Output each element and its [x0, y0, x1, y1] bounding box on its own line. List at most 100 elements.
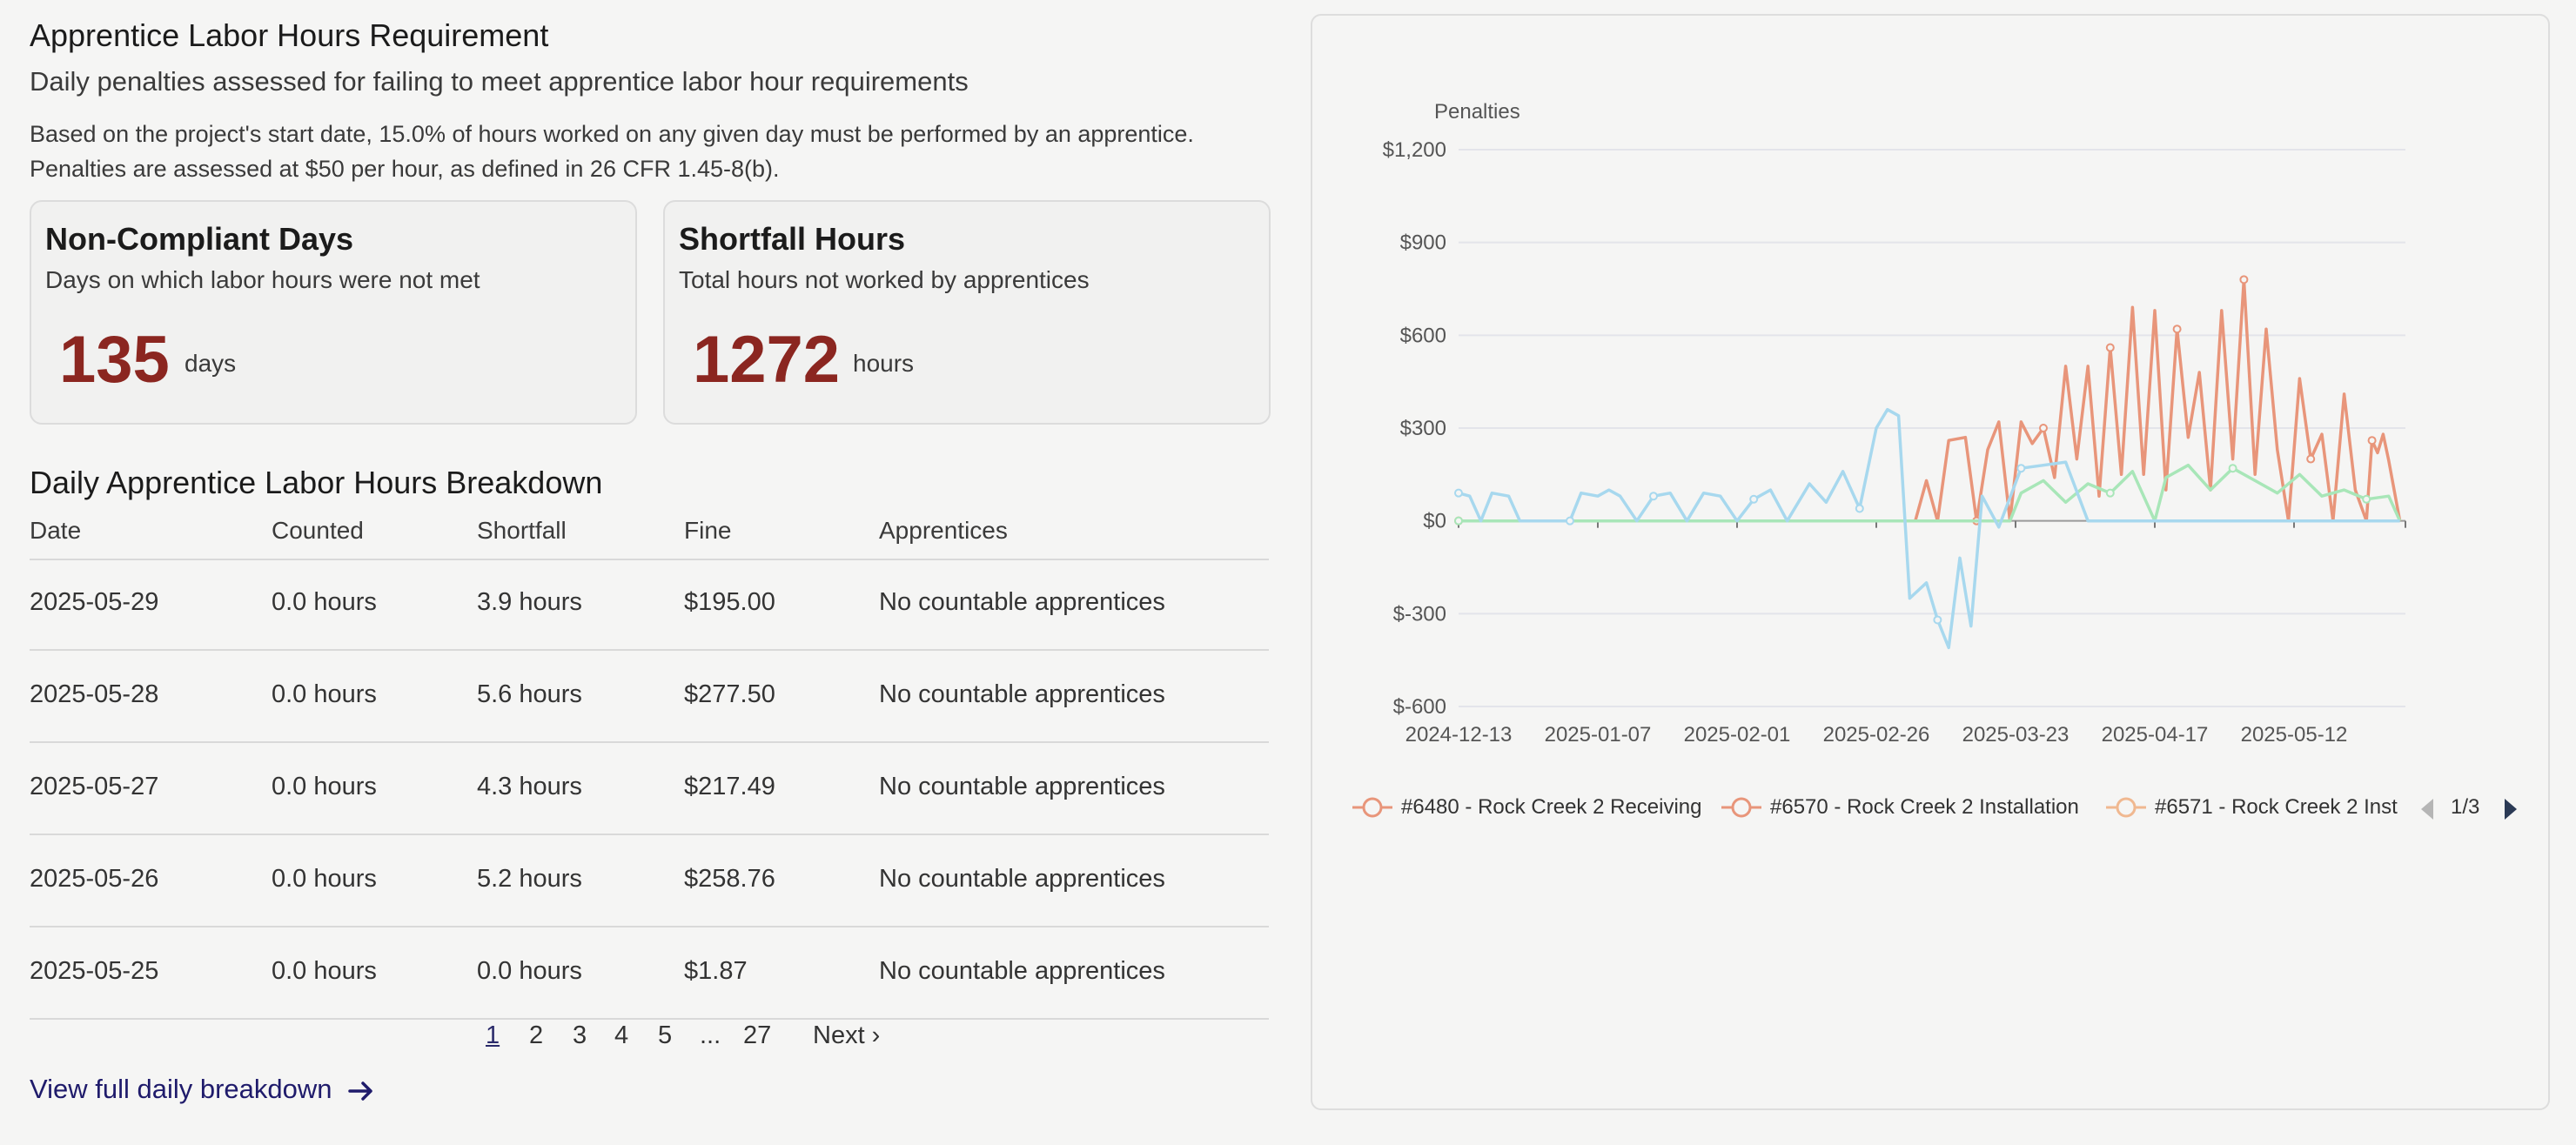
cell-counted: 0.0 hours	[272, 957, 377, 985]
x-tick-label: 2025-04-17	[2102, 723, 2209, 747]
data-point	[2362, 494, 2371, 504]
data-point	[2306, 454, 2316, 464]
cell-shortfall: 3.9 hours	[477, 588, 582, 616]
card-subtitle: Days on which labor hours were not met	[45, 266, 480, 293]
table-row: 2025-05-28 0.0 hours 5.6 hours $277.50 N…	[30, 651, 1269, 743]
y-tick-label: $0	[1423, 510, 1446, 533]
data-point	[2239, 275, 2249, 285]
page-title: Apprentice Labor Hours Requirement	[30, 17, 549, 53]
cell-fine: $1.87	[684, 957, 748, 985]
column-header-shortfall: Shortfall	[477, 517, 567, 544]
chart-legend: #6480 - Rock Creek 2 Receiving #6570 - R…	[1351, 790, 2534, 825]
table-body: 2025-05-29 0.0 hours 3.9 hours $195.00 N…	[30, 559, 1269, 1020]
legend-line-marker-icon	[1721, 797, 1761, 818]
triangle-right-icon[interactable]	[2501, 797, 2520, 821]
y-tick-label: $900	[1400, 231, 1446, 255]
noncompliant-days-value: 135	[59, 323, 170, 397]
cell-fine: $195.00	[684, 588, 775, 616]
card-title: Non-Compliant Days	[45, 221, 354, 257]
y-tick-label: $1,200	[1383, 138, 1446, 162]
card-unit: hours	[853, 350, 915, 377]
cell-date: 2025-05-29	[30, 588, 159, 616]
cell-apprentices: No countable apprentices	[879, 588, 1165, 616]
shortfall-hours-value: 1272	[693, 323, 841, 397]
legend-label: #6570 - Rock Creek 2 Installation	[1770, 795, 2079, 819]
next-page-link[interactable]: Next ›	[813, 1021, 881, 1049]
x-tick-label: 2025-01-07	[1545, 723, 1652, 747]
data-point	[1454, 488, 1463, 498]
x-tick-label: 2024-12-13	[1405, 723, 1513, 747]
view-full-breakdown-label: View full daily breakdown	[30, 1074, 332, 1104]
data-point	[1454, 516, 1463, 526]
series-line-1	[1459, 463, 2402, 523]
cell-shortfall: 5.2 hours	[477, 865, 582, 893]
y-tick-label: $-600	[1393, 695, 1446, 719]
cell-counted: 0.0 hours	[272, 680, 377, 708]
arrow-right-icon	[348, 1081, 372, 1101]
data-point	[2367, 436, 2377, 445]
data-point	[2172, 325, 2182, 334]
data-point	[2228, 464, 2237, 473]
x-tick-label: 2025-03-23	[1962, 723, 2070, 747]
column-header-counted: Counted	[272, 517, 364, 544]
card-subtitle: Total hours not worked by apprentices	[679, 266, 1090, 293]
data-point	[2105, 488, 2115, 498]
table-row: 2025-05-29 0.0 hours 3.9 hours $195.00 N…	[30, 559, 1269, 651]
cell-shortfall: 4.3 hours	[477, 773, 582, 800]
page-link-1[interactable]: 1	[486, 1021, 500, 1049]
pagination-ellipsis: ...	[700, 1021, 721, 1049]
legend-line-marker-icon	[1352, 797, 1392, 818]
penalties-line-chart: Penalties $1,200 $900 $600 $300 $0 $-300 $-600 2…	[1383, 100, 2406, 747]
noncompliant-days-card: Non-Compliant Days Days on which labor h…	[30, 200, 637, 425]
data-point	[2039, 424, 2048, 432]
cell-counted: 0.0 hours	[272, 773, 377, 800]
cell-apprentices: No countable apprentices	[879, 957, 1165, 985]
table-title: Daily Apprentice Labor Hours Breakdown	[30, 465, 603, 500]
legend-page-indicator: 1/3	[2451, 795, 2480, 819]
cell-apprentices: No countable apprentices	[879, 865, 1165, 893]
cell-fine: $277.50	[684, 680, 775, 708]
page-link-4[interactable]: 4	[614, 1021, 629, 1049]
y-tick-label: $300	[1400, 417, 1446, 440]
triangle-left-icon[interactable]	[2418, 797, 2437, 821]
cell-shortfall: 0.0 hours	[477, 957, 582, 985]
card-title: Shortfall Hours	[679, 221, 906, 257]
table-row: 2025-05-25 0.0 hours 0.0 hours $1.87 No …	[30, 927, 1269, 1020]
y-tick-label: $-300	[1393, 602, 1446, 626]
x-tick-label: 2025-05-12	[2241, 723, 2348, 747]
legend-label: #6480 - Rock Creek 2 Receiving	[1401, 795, 1702, 819]
column-header-fine: Fine	[684, 517, 732, 544]
data-point	[2105, 343, 2115, 352]
page-link-5[interactable]: 5	[658, 1021, 673, 1049]
y-axis-title: Penalties	[1434, 100, 1520, 124]
data-point	[1649, 492, 1658, 501]
cell-date: 2025-05-27	[30, 773, 159, 800]
x-tick-label: 2025-02-26	[1823, 723, 1930, 747]
x-tick-label: 2025-02-01	[1684, 723, 1791, 747]
cell-apprentices: No countable apprentices	[879, 680, 1165, 708]
table-row: 2025-05-27 0.0 hours 4.3 hours $217.49 N…	[30, 743, 1269, 835]
view-full-breakdown-link[interactable]: View full daily breakdown	[30, 1074, 374, 1105]
table-row: 2025-05-26 0.0 hours 5.2 hours $258.76 N…	[30, 835, 1269, 927]
data-point	[1855, 504, 1864, 513]
cell-fine: $217.49	[684, 773, 775, 800]
page-link-27[interactable]: 27	[743, 1021, 772, 1049]
page-link-3[interactable]: 3	[573, 1021, 587, 1049]
page-subtitle: Daily penalties assessed for failing to …	[30, 66, 969, 97]
series-line-0	[1459, 278, 2402, 523]
data-point	[1566, 516, 1574, 526]
page-description: Based on the project's start date, 15.0%…	[30, 121, 1194, 182]
shortfall-hours-card: Shortfall Hours Total hours not worked b…	[663, 200, 1271, 425]
cell-date: 2025-05-26	[30, 865, 159, 893]
page-link-2[interactable]: 2	[529, 1021, 544, 1049]
penalties-chart-panel: Penalties $1,200 $900 $600 $300 $0 $-300 $-600 2…	[1311, 14, 2550, 1110]
legend-label: #6571 - Rock Creek 2 Inst	[2155, 795, 2398, 819]
data-point	[1749, 494, 1759, 504]
cell-fine: $258.76	[684, 865, 775, 893]
y-tick-label: $600	[1400, 324, 1446, 347]
cell-shortfall: 5.6 hours	[477, 680, 582, 708]
column-header-apprentices: Apprentices	[879, 517, 1008, 544]
cell-apprentices: No countable apprentices	[879, 773, 1165, 800]
cell-counted: 0.0 hours	[272, 588, 377, 616]
cell-date: 2025-05-25	[30, 957, 159, 985]
